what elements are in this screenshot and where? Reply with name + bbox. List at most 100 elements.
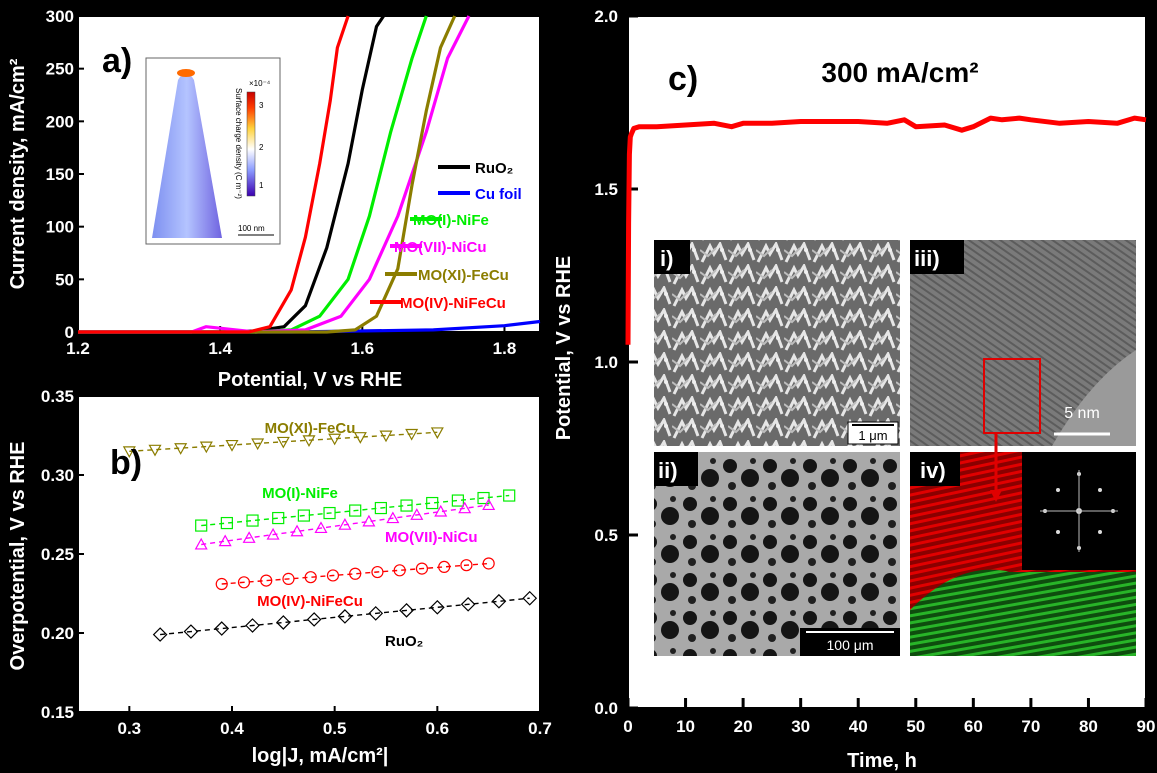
b-series-1-point-10 — [451, 494, 464, 507]
b-series-1-point-4 — [297, 509, 310, 522]
b-series-1-point-9 — [426, 496, 439, 510]
c-xtick-label-6: 60 — [964, 717, 983, 736]
a-ytick-label-6: 300 — [46, 7, 74, 26]
b-series-label-3: MO(IV)-NiFeCu — [257, 593, 363, 610]
b-series-2-point-0 — [194, 537, 208, 550]
b-series-0-point-5 — [251, 438, 265, 451]
a-ytick-label-0: 0 — [65, 323, 74, 342]
b-series-4-point-4 — [275, 615, 291, 630]
a-legend-label-4: MO(XI)-FeCu — [418, 267, 509, 284]
micrograph-ii-sem: ii) 100 μm — [654, 452, 900, 656]
micrograph-i-label-bg — [654, 240, 690, 274]
b-ytick-label-0: 0.15 — [41, 703, 74, 722]
b-series-0-point-1 — [148, 444, 162, 457]
panel-a: 1.2 1.4 1.6 1.8 0 50 100 150 200 250 300 a) ×10⁻⁴ … — [7, 7, 541, 391]
a-series-line-4 — [78, 15, 457, 334]
micrograph-iii-scale-label: 5 nm — [1064, 405, 1100, 422]
b-series-2-point-7 — [362, 514, 376, 527]
panel-c: 0 10 20 30 40 50 60 70 80 90 0.0 0.5 1.0 1.5 2.0 c) 30… — [553, 7, 1155, 772]
b-series-3-point-1 — [237, 576, 251, 589]
a-xtick-label-1: 1.4 — [208, 339, 232, 358]
c-xtick-label-0: 0 — [623, 717, 632, 736]
micrograph-iii-tem: iii) 5 nm — [910, 240, 1136, 446]
b-fit-line-1 — [201, 494, 510, 527]
micrograph-ii-label: ii) — [658, 458, 678, 483]
b-series-label-1: MO(I)-NiFe — [262, 485, 338, 502]
c-ytick-label-0: 0.0 — [594, 699, 618, 718]
micrograph-i-image — [654, 240, 900, 446]
b-series-1-point-12 — [503, 489, 516, 502]
b-series-2-point-5 — [314, 521, 328, 534]
panel-c-label: c) — [668, 60, 698, 98]
b-series-1-point-11 — [477, 491, 490, 505]
b-series-4-point-9 — [429, 599, 445, 615]
c-ytick-label-4: 2.0 — [594, 7, 618, 26]
b-fit-line-2 — [201, 504, 489, 546]
panel-a-xlabel: Potential, V vs RHE — [218, 369, 403, 391]
b-series-2-point-8 — [386, 511, 400, 524]
micrograph-iv-fft: iv) — [910, 452, 1136, 656]
a-legend-label-5: MO(IV)-NiFeCu — [400, 295, 506, 312]
a-ytick-label-1: 50 — [55, 270, 74, 289]
c-xtick-label-8: 80 — [1079, 717, 1098, 736]
micrograph-ii-label-bg — [654, 452, 698, 486]
b-series-2-point-10 — [434, 504, 448, 517]
micrograph-iv-label: iv) — [920, 458, 946, 483]
b-series-1-point-6 — [349, 504, 362, 517]
b-series-4-point-1 — [183, 624, 199, 639]
b-series-4-point-10 — [460, 596, 476, 612]
b-series-3-point-7 — [371, 565, 384, 579]
c-xtick-label-3: 30 — [791, 717, 810, 736]
a-ytick-label-3: 150 — [46, 165, 74, 184]
b-series-0-point-3 — [199, 441, 213, 454]
a-xtick-label-2: 1.6 — [350, 339, 374, 358]
b-series-0-point-0 — [122, 446, 136, 459]
b-ytick-label-1: 0.20 — [41, 624, 74, 643]
b-series-3-point-9 — [415, 562, 429, 575]
colorbar-tick-3: 3 — [259, 101, 264, 110]
c-xtick-label-9: 90 — [1137, 717, 1156, 736]
b-series-2-point-3 — [266, 527, 280, 540]
micrograph-i-scale-bg — [847, 421, 899, 445]
b-series-4-point-0 — [152, 627, 168, 642]
b-xtick-label-1: 0.4 — [220, 719, 244, 738]
panel-a-legend: RuO₂ Cu foil MO(I)-NiFe MO(VII)-NiCu MO(XI)-… — [370, 160, 522, 312]
b-series-3-point-10 — [438, 560, 451, 574]
fft-spots — [1043, 472, 1115, 550]
panel-b: 0.3 0.4 0.5 0.6 0.7 0.15 0.20 0.25 0.30 0.35 MO(X… — [7, 387, 552, 767]
panel-c-title: 300 mA/cm² — [821, 57, 978, 88]
c-xtick-label-7: 70 — [1021, 717, 1040, 736]
b-xtick-label-3: 0.6 — [426, 719, 450, 738]
a-legend-label-2: MO(I)-NiFe — [413, 212, 489, 229]
c-xtick-label-4: 40 — [849, 717, 868, 736]
b-series-0-point-12 — [430, 427, 444, 440]
micrograph-iii-label: iii) — [914, 246, 940, 271]
b-ytick-label-4: 0.35 — [41, 387, 74, 406]
micrograph-i-scale-label: 1 μm — [858, 428, 887, 443]
a-ytick-label-5: 250 — [46, 60, 74, 79]
panel-c-axes: 0 10 20 30 40 50 60 70 80 90 0.0 0.5 1.0 1.5 2.0 — [594, 7, 1155, 736]
c-xtick-label-2: 20 — [734, 717, 753, 736]
panel-b-ylabel: Overpotential, V vs RHE — [7, 442, 29, 671]
b-series-1-point-1 — [220, 516, 233, 530]
b-series-4-point-12 — [522, 590, 538, 606]
b-series-0-point-7 — [302, 435, 316, 447]
panel-b-series: MO(XI)-FeCu MO(I)-NiFe MO(VII)-NiCu MO(IV)-… — [122, 420, 538, 650]
c-xtick-label-1: 10 — [676, 717, 695, 736]
c-xtick-label-5: 50 — [906, 717, 925, 736]
b-fit-line-4 — [160, 597, 530, 636]
b-series-4-point-8 — [399, 603, 414, 618]
micrograph-iv-label-bg — [910, 452, 960, 486]
zoom-connector-arrow — [990, 490, 1002, 502]
a-xtick-label-3: 1.8 — [493, 339, 517, 358]
panel-c-series — [625, 115, 1147, 345]
a-xtick-label-0: 1.2 — [66, 339, 90, 358]
a-legend-label-0: RuO₂ — [475, 160, 513, 177]
b-xtick-label-4: 0.7 — [528, 719, 552, 738]
colorbar-multiplier: ×10⁻⁴ — [249, 79, 271, 88]
surface-charge-inset: ×10⁻⁴ 3 2 1 Surface charge density (C m⁻… — [145, 57, 281, 245]
b-series-2-point-12 — [482, 498, 496, 511]
b-xtick-label-0: 0.3 — [118, 719, 142, 738]
panel-b-label: b) — [110, 444, 142, 482]
